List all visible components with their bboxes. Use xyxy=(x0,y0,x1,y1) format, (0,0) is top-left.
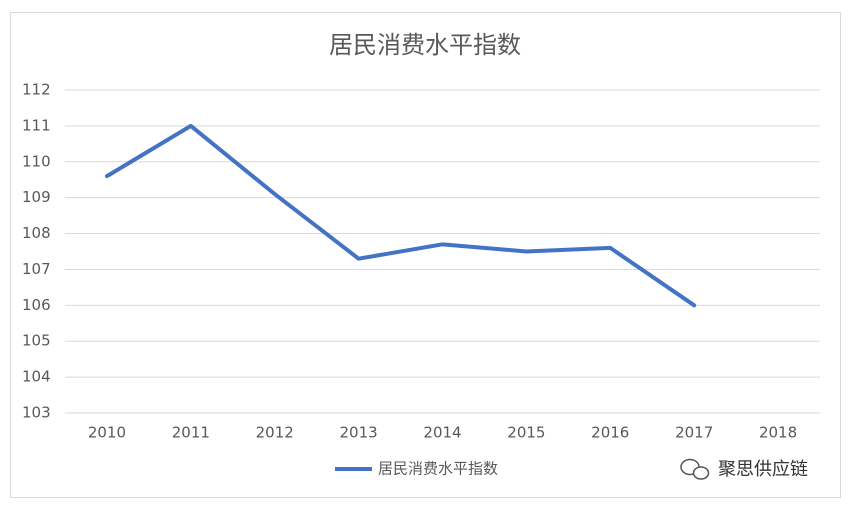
x-tick-label: 2010 xyxy=(88,424,126,442)
watermark: 聚思供应链 xyxy=(718,459,808,480)
chart-title: 居民消费水平指数 xyxy=(329,31,521,59)
x-tick-label: 2012 xyxy=(256,424,294,442)
x-tick-label: 2011 xyxy=(172,424,210,442)
x-tick-label: 2018 xyxy=(759,424,797,442)
legend-label: 居民消费水平指数 xyxy=(378,460,498,478)
x-tick-label: 2017 xyxy=(675,424,713,442)
y-tick-label: 104 xyxy=(22,368,51,386)
y-tick-label: 106 xyxy=(22,296,51,314)
y-tick-label: 105 xyxy=(22,332,51,350)
y-tick-label: 112 xyxy=(22,81,51,99)
wechat-icon xyxy=(680,458,710,480)
x-tick-label: 2013 xyxy=(340,424,378,442)
y-tick-label: 110 xyxy=(22,152,51,170)
line-series xyxy=(104,123,697,308)
x-tick-label: 2016 xyxy=(591,424,629,442)
y-tick-label: 107 xyxy=(22,260,51,278)
y-tick-label: 109 xyxy=(22,188,51,206)
x-tick-label: 2015 xyxy=(507,424,545,442)
y-tick-label: 108 xyxy=(22,224,51,242)
y-tick-label: 111 xyxy=(22,116,51,134)
y-tick-label: 103 xyxy=(22,404,51,422)
chart-border xyxy=(10,12,841,498)
x-tick-label: 2014 xyxy=(423,424,461,442)
